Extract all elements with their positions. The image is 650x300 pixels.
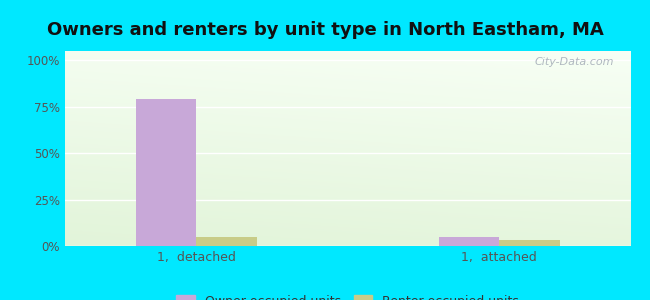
Bar <box>499 240 560 246</box>
Text: Owners and renters by unit type in North Eastham, MA: Owners and renters by unit type in North… <box>47 21 603 39</box>
Bar <box>136 99 196 246</box>
Legend: Owner occupied units, Renter occupied units: Owner occupied units, Renter occupied un… <box>176 295 519 300</box>
Text: City-Data.com: City-Data.com <box>534 57 614 67</box>
Bar <box>439 237 499 246</box>
Bar <box>196 237 257 246</box>
